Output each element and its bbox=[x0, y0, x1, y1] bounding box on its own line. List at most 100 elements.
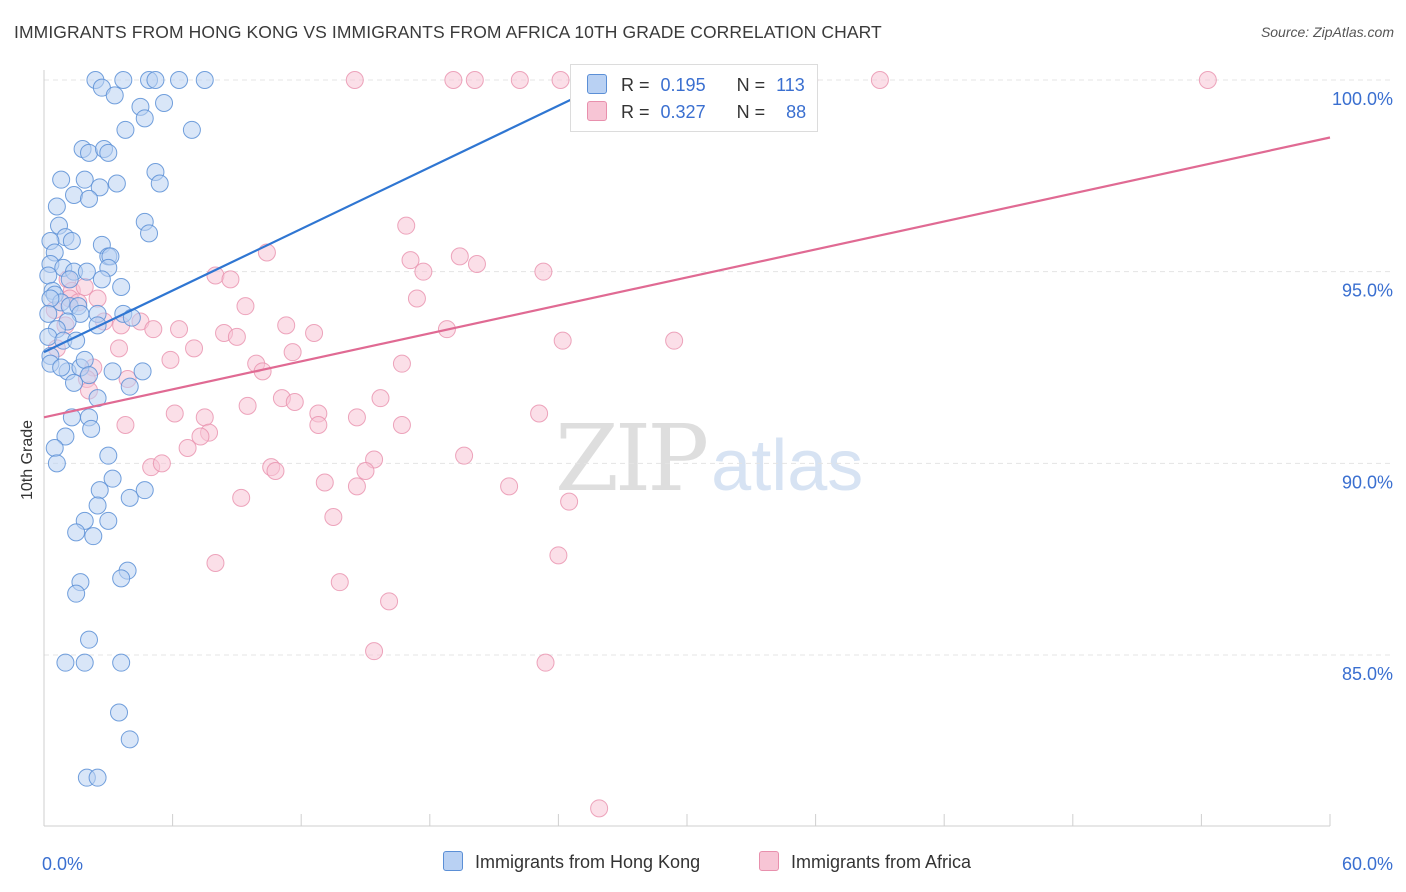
data-point-hong-kong bbox=[105, 86, 124, 105]
data-point-africa bbox=[444, 71, 463, 89]
data-point-africa bbox=[324, 508, 343, 526]
data-point-hong-kong bbox=[99, 446, 118, 465]
stats-legend: R = 0.195 N = 113 R = 0.327 N = 88 bbox=[570, 64, 818, 132]
y-tick-label: 90.0% bbox=[1342, 472, 1393, 492]
data-point-africa bbox=[371, 389, 390, 408]
data-point-hong-kong bbox=[60, 270, 79, 289]
data-point-africa bbox=[305, 324, 324, 342]
data-point-hong-kong bbox=[80, 143, 99, 162]
data-point-hong-kong bbox=[84, 527, 103, 546]
data-point-hong-kong bbox=[88, 496, 107, 515]
legend-item-africa[interactable]: Immigrants from Africa bbox=[759, 851, 971, 873]
data-point-hong-kong bbox=[170, 71, 189, 89]
data-point-hong-kong bbox=[77, 262, 96, 281]
data-point-hong-kong bbox=[80, 189, 99, 208]
data-point-hong-kong bbox=[75, 170, 94, 189]
data-point-africa bbox=[590, 799, 609, 818]
data-point-hong-kong bbox=[120, 488, 139, 507]
data-point-africa bbox=[414, 262, 433, 281]
data-point-africa bbox=[185, 339, 204, 358]
data-point-hong-kong bbox=[47, 454, 66, 473]
n-value: 113 bbox=[776, 75, 805, 95]
x-tick-label: 60.0% bbox=[1342, 854, 1393, 874]
data-point-africa bbox=[227, 327, 246, 346]
data-point-africa bbox=[345, 71, 364, 89]
chart-title: IMMIGRANTS FROM HONG KONG VS IMMIGRANTS … bbox=[14, 22, 882, 42]
data-point-hong-kong bbox=[92, 270, 111, 289]
series-legend: Immigrants from Hong Kong Immigrants fro… bbox=[0, 851, 1406, 877]
data-point-hong-kong bbox=[47, 197, 66, 216]
data-point-hong-kong bbox=[90, 481, 109, 500]
data-point-africa bbox=[144, 320, 163, 339]
data-point-africa bbox=[553, 331, 572, 350]
source-note: Source: ZipAtlas.com bbox=[1260, 24, 1394, 40]
r-value: 0.327 bbox=[660, 102, 706, 122]
legend-swatch-pink bbox=[759, 851, 779, 871]
data-point-hong-kong bbox=[135, 109, 154, 128]
data-point-africa bbox=[467, 255, 486, 273]
data-point-hong-kong bbox=[112, 653, 131, 672]
data-point-africa bbox=[536, 653, 555, 672]
data-point-hong-kong bbox=[103, 469, 122, 488]
trend-line-africa bbox=[43, 136, 1331, 419]
data-point-hong-kong bbox=[39, 327, 58, 346]
data-point-hong-kong bbox=[107, 174, 126, 193]
data-point-hong-kong bbox=[62, 232, 81, 250]
data-point-africa bbox=[665, 331, 684, 350]
data-point-africa bbox=[206, 554, 225, 572]
data-point-hong-kong bbox=[65, 186, 84, 204]
data-point-hong-kong bbox=[135, 481, 154, 500]
r-value: 0.195 bbox=[660, 75, 706, 95]
data-point-hong-kong bbox=[90, 178, 109, 197]
data-point-africa bbox=[356, 462, 375, 480]
data-point-africa bbox=[551, 71, 570, 89]
data-point-africa bbox=[392, 416, 411, 434]
watermark-zip: ZIP bbox=[555, 405, 709, 512]
data-point-hong-kong bbox=[45, 439, 64, 457]
data-point-hong-kong bbox=[80, 366, 99, 385]
data-point-hong-kong bbox=[103, 362, 122, 381]
data-point-africa bbox=[380, 592, 399, 611]
watermark-atlas: atlas bbox=[711, 426, 864, 506]
data-point-hong-kong bbox=[39, 304, 58, 323]
data-point-hong-kong bbox=[110, 703, 129, 722]
data-point-africa bbox=[152, 454, 171, 473]
legend-label-africa: Immigrants from Africa bbox=[791, 852, 972, 872]
data-point-africa bbox=[221, 270, 240, 289]
data-point-hong-kong bbox=[52, 358, 71, 377]
x-tick-label: 0.0% bbox=[42, 854, 83, 874]
legend-item-hong-kong[interactable]: Immigrants from Hong Kong bbox=[443, 851, 700, 873]
data-point-africa bbox=[170, 320, 189, 339]
data-point-africa bbox=[178, 439, 197, 457]
data-point-hong-kong bbox=[140, 224, 159, 243]
data-point-hong-kong bbox=[182, 120, 201, 139]
data-point-africa bbox=[530, 404, 549, 423]
data-point-africa bbox=[870, 71, 889, 89]
data-point-hong-kong bbox=[155, 94, 174, 112]
legend-label-hong-kong: Immigrants from Hong Kong bbox=[475, 852, 701, 872]
y-tick-label: 85.0% bbox=[1342, 664, 1393, 684]
stats-legend-row-africa: R = 0.327 N = 88 bbox=[587, 101, 806, 127]
data-point-africa bbox=[277, 316, 296, 335]
data-point-hong-kong bbox=[114, 71, 133, 89]
data-point-africa bbox=[500, 477, 519, 496]
data-point-hong-kong bbox=[52, 170, 71, 189]
data-point-hong-kong bbox=[75, 350, 94, 369]
data-point-africa bbox=[285, 393, 304, 411]
data-point-africa bbox=[110, 339, 129, 358]
data-point-africa bbox=[195, 408, 214, 427]
y-tick-label: 100.0% bbox=[1332, 89, 1393, 109]
data-point-africa bbox=[397, 216, 416, 235]
data-point-hong-kong bbox=[99, 143, 118, 162]
n-value: 88 bbox=[786, 102, 807, 122]
data-point-africa bbox=[510, 71, 529, 89]
data-point-hong-kong bbox=[150, 174, 169, 193]
data-point-africa bbox=[116, 416, 135, 434]
y-tick-label: 95.0% bbox=[1342, 281, 1393, 301]
data-point-africa bbox=[549, 546, 568, 565]
data-point-africa bbox=[165, 404, 184, 423]
data-point-africa bbox=[330, 573, 349, 592]
watermark: ZIPatlas bbox=[555, 405, 863, 512]
data-point-africa bbox=[283, 343, 302, 362]
